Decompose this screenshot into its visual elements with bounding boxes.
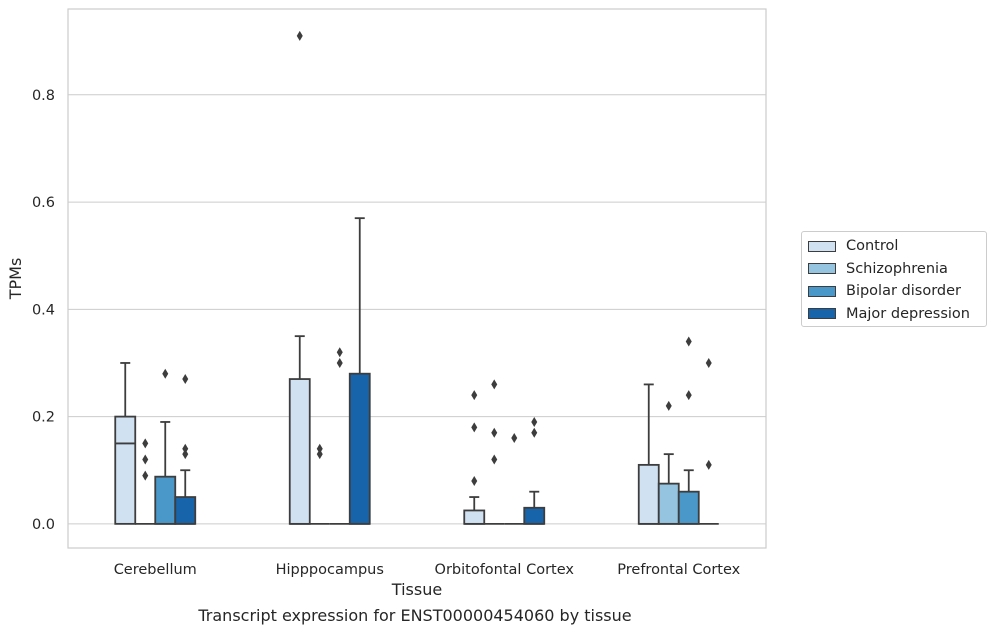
box: [523, 506, 546, 525]
outlier-marker: [162, 368, 169, 379]
box: [637, 463, 660, 525]
legend-swatch-major-depression: [808, 308, 836, 320]
outlier-marker: [336, 357, 343, 368]
outlier-marker: [142, 470, 149, 481]
box: [288, 378, 311, 525]
outlier-marker: [182, 449, 189, 460]
outlier-marker: [316, 443, 323, 454]
legend-label-control: Control: [846, 238, 899, 255]
y-tick-label: 0.0: [32, 517, 55, 533]
y-tick-label: 0.8: [32, 88, 55, 104]
legend-label-schizophrenia: Schizophrenia: [846, 260, 948, 277]
outlier-marker: [685, 336, 692, 347]
outlier-marker: [336, 347, 343, 358]
outlier-marker: [531, 416, 538, 427]
x-tick-label: Hipppocampus: [276, 562, 384, 578]
x-axis-label: Tissue: [391, 580, 442, 599]
legend-label-bipolar-disorder: Bipolar disorder: [846, 283, 961, 300]
legend-swatch-schizophrenia: [808, 263, 836, 275]
outlier-marker: [182, 443, 189, 454]
figure-caption: Transcript expression for ENST0000045406…: [198, 606, 632, 625]
outlier-marker: [705, 459, 712, 470]
outlier-marker: [705, 357, 712, 368]
outlier-marker: [531, 427, 538, 438]
outlier-marker: [685, 390, 692, 401]
outlier-marker: [182, 374, 189, 385]
y-tick-label: 0.4: [32, 302, 55, 318]
outlier-marker: [471, 422, 478, 433]
outlier-marker: [142, 454, 149, 465]
legend-item-schizophrenia: Schizophrenia: [808, 258, 986, 281]
x-tick-label: Cerebellum: [114, 562, 197, 578]
outlier-marker: [142, 438, 149, 449]
outlier-marker: [511, 433, 518, 444]
legend: Control Schizophrenia Bipolar disorder M…: [801, 231, 987, 327]
legend-label-major-depression: Major depression: [846, 305, 970, 322]
outlier-marker: [491, 379, 498, 390]
y-tick-label: 0.6: [32, 195, 55, 211]
y-axis-label: TPMs: [6, 258, 25, 301]
x-tick-label: Prefrontal Cortex: [617, 562, 740, 578]
box: [677, 490, 700, 525]
box: [114, 415, 137, 525]
legend-item-control: Control: [808, 235, 986, 258]
y-tick-label: 0.2: [32, 410, 55, 426]
outlier-marker: [491, 427, 498, 438]
legend-swatch-bipolar-disorder: [808, 285, 836, 297]
box: [348, 372, 371, 525]
outlier-marker: [665, 400, 672, 411]
box: [463, 509, 486, 525]
legend-swatch-control: [808, 240, 836, 252]
plot-frame: [67, 8, 767, 549]
x-tick-label: Orbitofontal Cortex: [435, 562, 575, 578]
outlier-marker: [316, 449, 323, 460]
box: [154, 475, 177, 525]
outlier-marker: [296, 30, 303, 41]
box: [657, 482, 680, 525]
outlier-marker: [491, 454, 498, 465]
outlier-marker: [471, 475, 478, 486]
outlier-marker: [471, 390, 478, 401]
legend-item-major-depression: Major depression: [808, 303, 986, 326]
legend-item-bipolar-disorder: Bipolar disorder: [808, 280, 986, 303]
box: [174, 496, 197, 525]
